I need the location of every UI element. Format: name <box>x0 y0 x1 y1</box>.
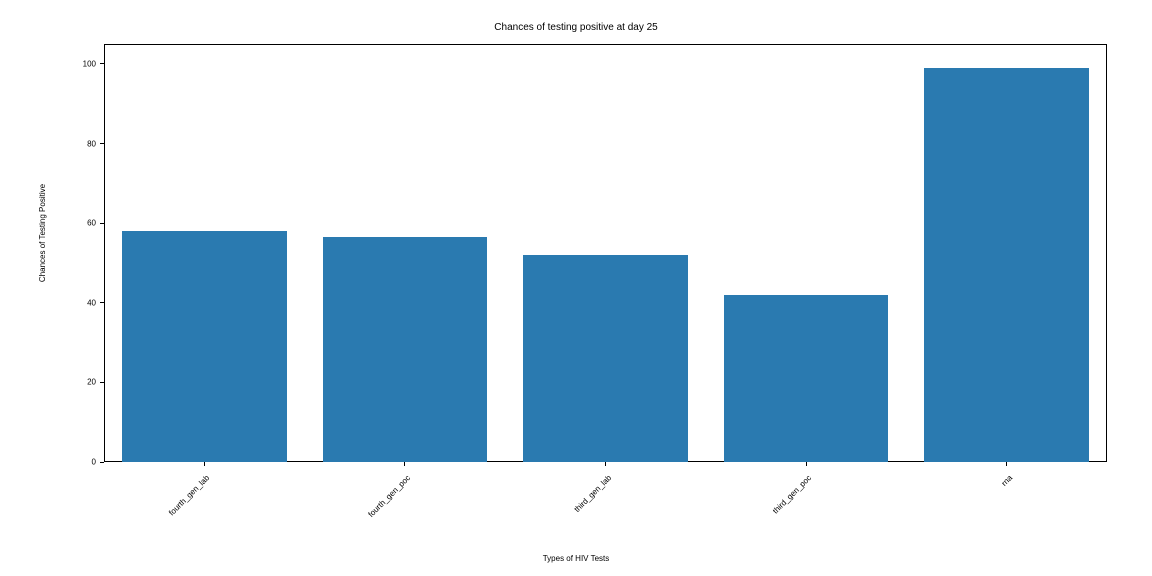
bar <box>323 237 487 462</box>
y-tick-mark <box>100 462 104 463</box>
y-tick-label: 100 <box>64 59 96 68</box>
bar <box>523 255 687 462</box>
x-tick-mark <box>1006 462 1007 466</box>
y-tick-label: 80 <box>64 139 96 148</box>
y-tick-label: 20 <box>64 378 96 387</box>
y-tick-mark <box>100 302 104 303</box>
chart-figure: Chances of testing positive at day 25 Ch… <box>0 0 1152 576</box>
y-axis-label: Chances of Testing Positive <box>38 143 47 323</box>
bar <box>724 295 888 462</box>
y-tick-label: 40 <box>64 298 96 307</box>
x-tick-mark <box>404 462 405 466</box>
bar <box>122 231 286 462</box>
y-tick-mark <box>100 223 104 224</box>
x-tick-mark <box>204 462 205 466</box>
chart-title: Chances of testing positive at day 25 <box>0 22 1152 33</box>
y-tick-mark <box>100 143 104 144</box>
y-tick-label: 60 <box>64 219 96 228</box>
x-tick-mark <box>806 462 807 466</box>
y-tick-mark <box>100 382 104 383</box>
x-axis-label: Types of HIV Tests <box>0 554 1152 563</box>
bar <box>924 68 1088 462</box>
x-tick-mark <box>605 462 606 466</box>
y-tick-mark <box>100 63 104 64</box>
y-tick-label: 0 <box>64 458 96 467</box>
